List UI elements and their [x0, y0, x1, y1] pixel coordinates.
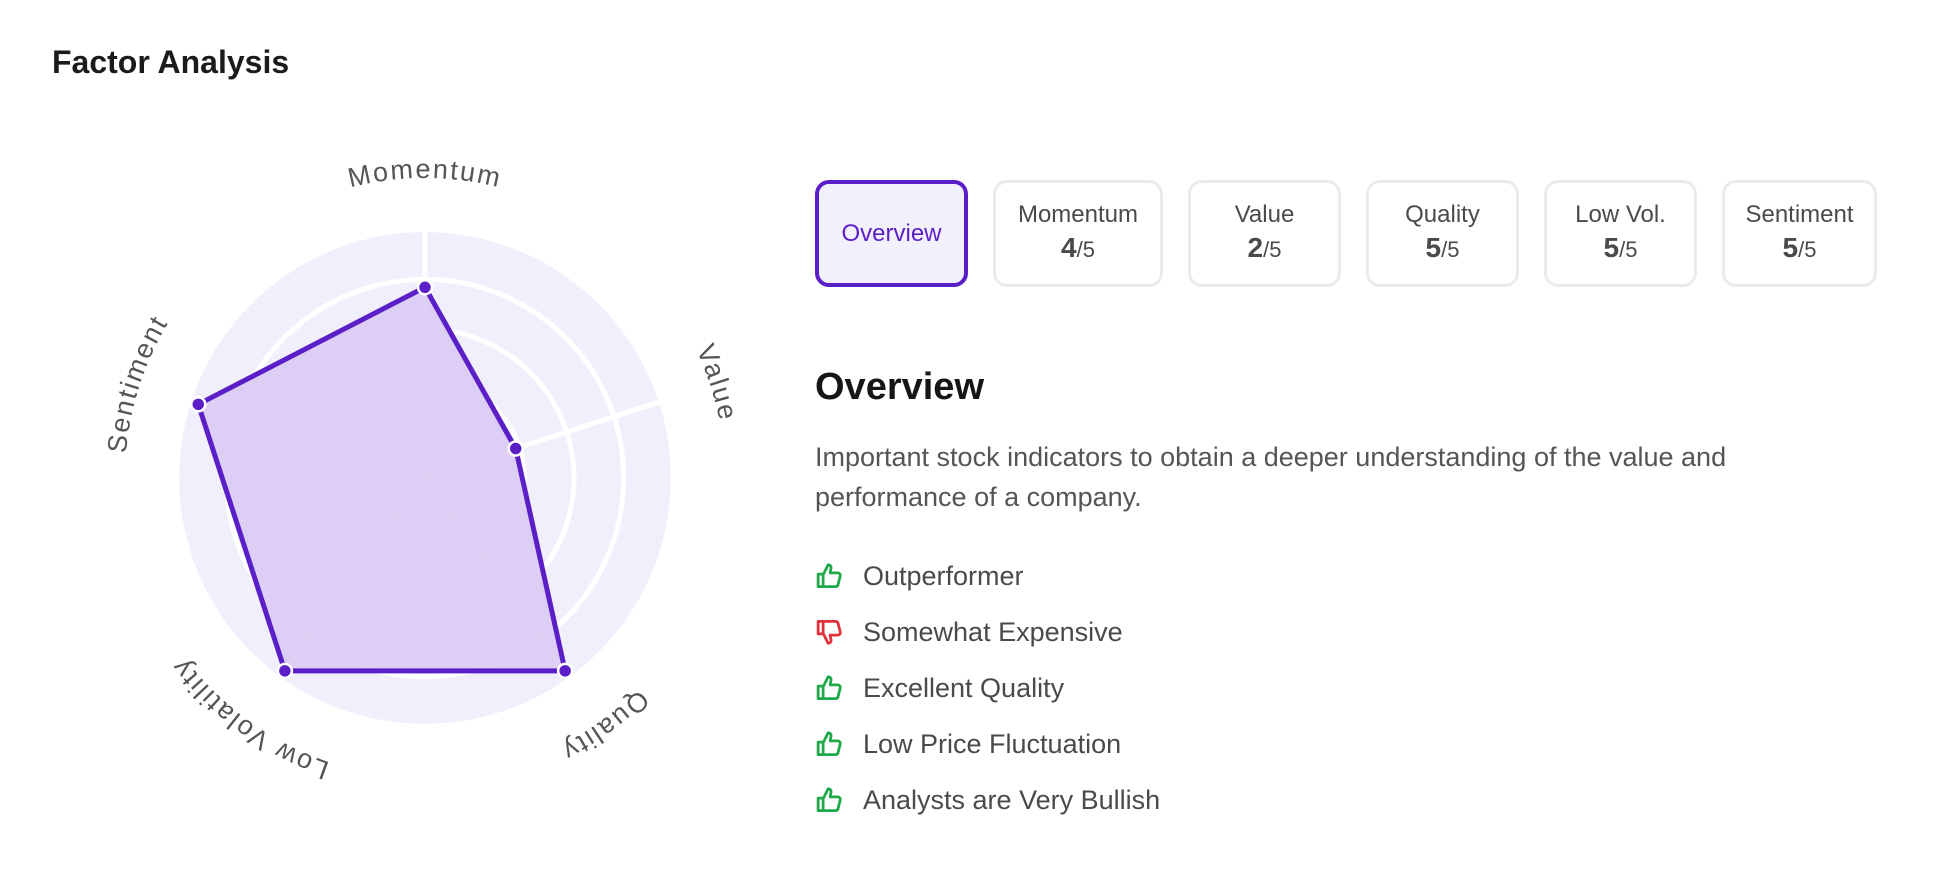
axis-label-momentum: Momentum: [345, 154, 505, 193]
radar-point-quality: [556, 662, 574, 680]
radar-point-low-volatility: [276, 662, 294, 680]
tab-score: 5/5: [1603, 231, 1638, 263]
tab-label: Overview: [841, 219, 942, 247]
radar-series-polygon: [195, 284, 568, 674]
thumbs-down-icon: [816, 620, 842, 645]
list-item: Low Price Fluctuation: [815, 716, 1160, 772]
tab-value[interactable]: Value 2/5: [1188, 180, 1341, 287]
tab-label: Low Vol.: [1575, 200, 1666, 228]
tab-label: Quality: [1405, 200, 1480, 228]
radar-point-momentum: [416, 279, 434, 296]
axis-label-value: Value: [691, 340, 744, 424]
tab-overview[interactable]: Overview: [815, 180, 968, 287]
tab-score: 4/5: [1061, 231, 1095, 263]
radar-point-sentiment: [190, 396, 207, 413]
tab-label: Value: [1234, 200, 1295, 228]
overview-description: Important stock indicators to obtain a d…: [815, 442, 1727, 512]
list-item: Analysts are Very Bullish: [815, 772, 1160, 828]
tab-label: Momentum: [1017, 200, 1139, 228]
tab-label: Sentiment: [1745, 200, 1854, 228]
list-item: Somewhat Expensive: [815, 604, 1160, 660]
list-item: Outperformer: [815, 548, 1160, 604]
thumbs-up-icon: [816, 787, 842, 812]
tab-quality[interactable]: Quality 5/5: [1366, 180, 1519, 287]
thumbs-up-icon: [816, 731, 842, 756]
tab-score: 2/5: [1247, 231, 1282, 263]
axis-label-quality: Quality: [557, 685, 655, 768]
page-title: Factor Analysis: [52, 44, 290, 80]
thumbs-up-icon: [816, 563, 842, 588]
overview-points: Outperformer Somewhat Expensive Excellen…: [815, 548, 1160, 828]
list-item: Excellent Quality: [815, 660, 1160, 716]
thumbs-up-icon: [816, 675, 842, 700]
tab-sentiment[interactable]: Sentiment 5/5: [1722, 180, 1877, 287]
axis-label-sentiment: Sentiment: [102, 310, 174, 455]
tab-low-vol[interactable]: Low Vol. 5/5: [1544, 180, 1697, 287]
radar-point-value: [507, 440, 524, 457]
tab-score: 5/5: [1425, 231, 1460, 263]
overview-title: Overview: [815, 366, 984, 408]
tab-score: 5/5: [1782, 231, 1817, 263]
tab-momentum[interactable]: Momentum 4/5: [993, 180, 1163, 287]
